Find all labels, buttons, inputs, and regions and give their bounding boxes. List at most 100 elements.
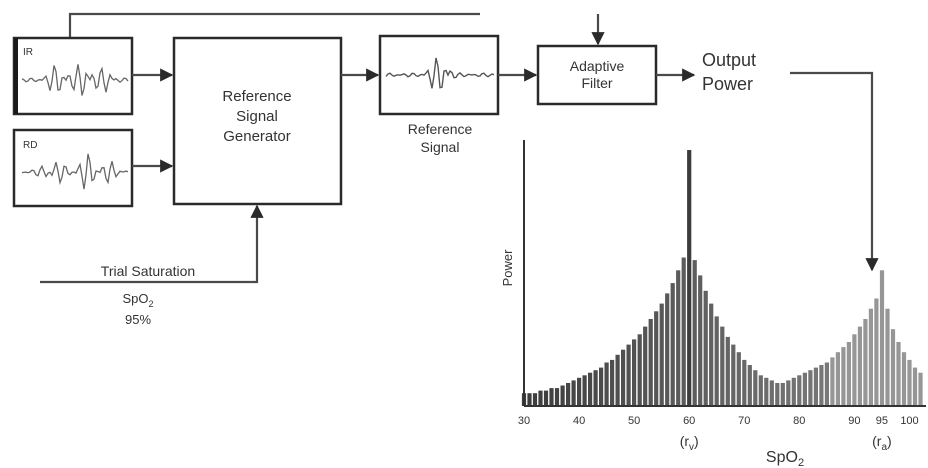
chart-bar: [681, 257, 686, 406]
chart-bar: [703, 290, 708, 406]
output-power-line-1: Output: [702, 50, 756, 70]
trial-spo2-value: 95%: [125, 312, 151, 327]
chart-bar: [621, 349, 626, 406]
chart-bar: [610, 359, 615, 406]
chart-bar: [643, 326, 648, 406]
chart-bar: [912, 367, 918, 406]
chart-bar: [758, 375, 763, 406]
chart-bar: [527, 393, 532, 406]
chart-bar: [868, 308, 873, 406]
chart-bar: [769, 380, 774, 406]
chart-bars: [521, 150, 923, 406]
chart-bar: [670, 283, 675, 406]
chart-bar: [846, 342, 851, 406]
chart-bar: [571, 380, 576, 406]
chart-x-tick-label: 50: [628, 415, 640, 427]
chart-bar: [599, 367, 604, 406]
chart-peak-label: (ra): [872, 433, 892, 453]
rd-label: RD: [23, 140, 37, 151]
chart-peak-label: (rv): [680, 433, 699, 453]
chart-x-tick-label: 90: [848, 415, 860, 427]
chart-y-label: Power: [500, 249, 515, 287]
chart-x-tick-label: 40: [573, 415, 585, 427]
chart-x-tick-label: 70: [738, 415, 750, 427]
chart-bar: [824, 362, 829, 406]
chart-bar: [896, 342, 901, 406]
chart-x-tick-label: 80: [793, 415, 805, 427]
chart-bar: [879, 270, 885, 406]
chart-bar: [698, 275, 703, 406]
ir-label: IR: [23, 47, 33, 58]
chart-bar: [918, 372, 923, 406]
chart-bar: [791, 377, 796, 406]
chart-x-tick-label: 60: [683, 415, 695, 427]
chart-bar: [780, 383, 785, 406]
output-power-line-2: Power: [702, 74, 753, 94]
adaptive-filter-line-2: Filter: [581, 75, 612, 91]
chart-bar: [797, 375, 802, 406]
chart-x-ticks: 30 40 50 60 70 80 90 95 100: [518, 415, 919, 427]
chart-bar: [714, 316, 719, 406]
chart-x-tick-label: 30: [518, 415, 530, 427]
chart-bar: [659, 303, 664, 406]
chart-bar: [863, 319, 868, 406]
chart-x-label: SpO2: [766, 449, 804, 468]
chart-bar: [582, 375, 587, 406]
chart-bar: [874, 298, 879, 406]
chart-bar: [753, 370, 758, 406]
reference-signal-line-2: Signal: [421, 139, 460, 155]
chart-bar: [720, 326, 725, 406]
chart-bar: [560, 385, 565, 406]
chart-bar: [543, 390, 549, 406]
chart-bar: [901, 352, 907, 406]
chart-bar: [687, 150, 692, 406]
chart-bar: [813, 367, 818, 406]
chart-bar: [538, 390, 543, 406]
chart-bar: [830, 357, 835, 406]
rd-waveform: [21, 153, 129, 190]
chart-bar: [907, 359, 912, 406]
adaptive-filter-line-1: Adaptive: [570, 58, 625, 74]
chart-bar: [742, 359, 747, 406]
trial-saturation-label: Trial Saturation: [101, 263, 195, 279]
chart-x-tick-label: 100: [900, 415, 918, 427]
chart-bar: [835, 352, 840, 406]
chart-bar: [593, 370, 598, 406]
chart-bar: [577, 377, 582, 406]
top-feedback-line: [68, 12, 480, 38]
chart-bar: [615, 354, 620, 406]
chart-bar: [588, 372, 593, 406]
chart-bar: [764, 377, 769, 406]
chart-bar: [819, 365, 824, 406]
reference-waveform: [385, 57, 495, 89]
output-to-peak-arrow: [790, 71, 879, 272]
adaptive-filter-block: Adaptive Filter: [536, 44, 658, 106]
reference-signal-line-1: Reference: [408, 121, 473, 137]
chart-bar: [731, 344, 736, 406]
generator-line-2: Signal: [236, 108, 278, 125]
chart-peak-labels: (rv) (ra): [680, 433, 892, 453]
chart-x-tick-label: 95: [876, 415, 888, 427]
generator-line-3: Generator: [223, 128, 291, 145]
chart-bar: [725, 336, 730, 406]
chart-bar: [532, 393, 538, 406]
chart-bar: [852, 334, 857, 406]
reference-signal-generator-block: Reference Signal Generator: [172, 36, 343, 206]
trial-spo2-label: SpO2: [122, 291, 153, 309]
chart-bar: [676, 270, 681, 406]
chart-bar: [604, 362, 609, 406]
chart-bar: [736, 352, 741, 406]
chart-bar: [808, 370, 813, 406]
chart-bar: [890, 329, 896, 406]
ir-waveform: [21, 64, 129, 96]
rd-signal-box: RD: [12, 128, 134, 208]
ir-signal-box: IR: [12, 36, 134, 116]
chart-bar: [549, 388, 554, 406]
chart-bar: [566, 383, 571, 406]
chart-bar: [632, 339, 637, 406]
spo2-power-chart: 30 40 50 60 70 80 90 95 100 (rv) (ra) Power SpO2: [500, 140, 926, 468]
chart-bar: [637, 334, 642, 406]
chart-bar: [885, 308, 890, 406]
chart-bar: [786, 380, 791, 406]
chart-bar: [654, 311, 659, 406]
